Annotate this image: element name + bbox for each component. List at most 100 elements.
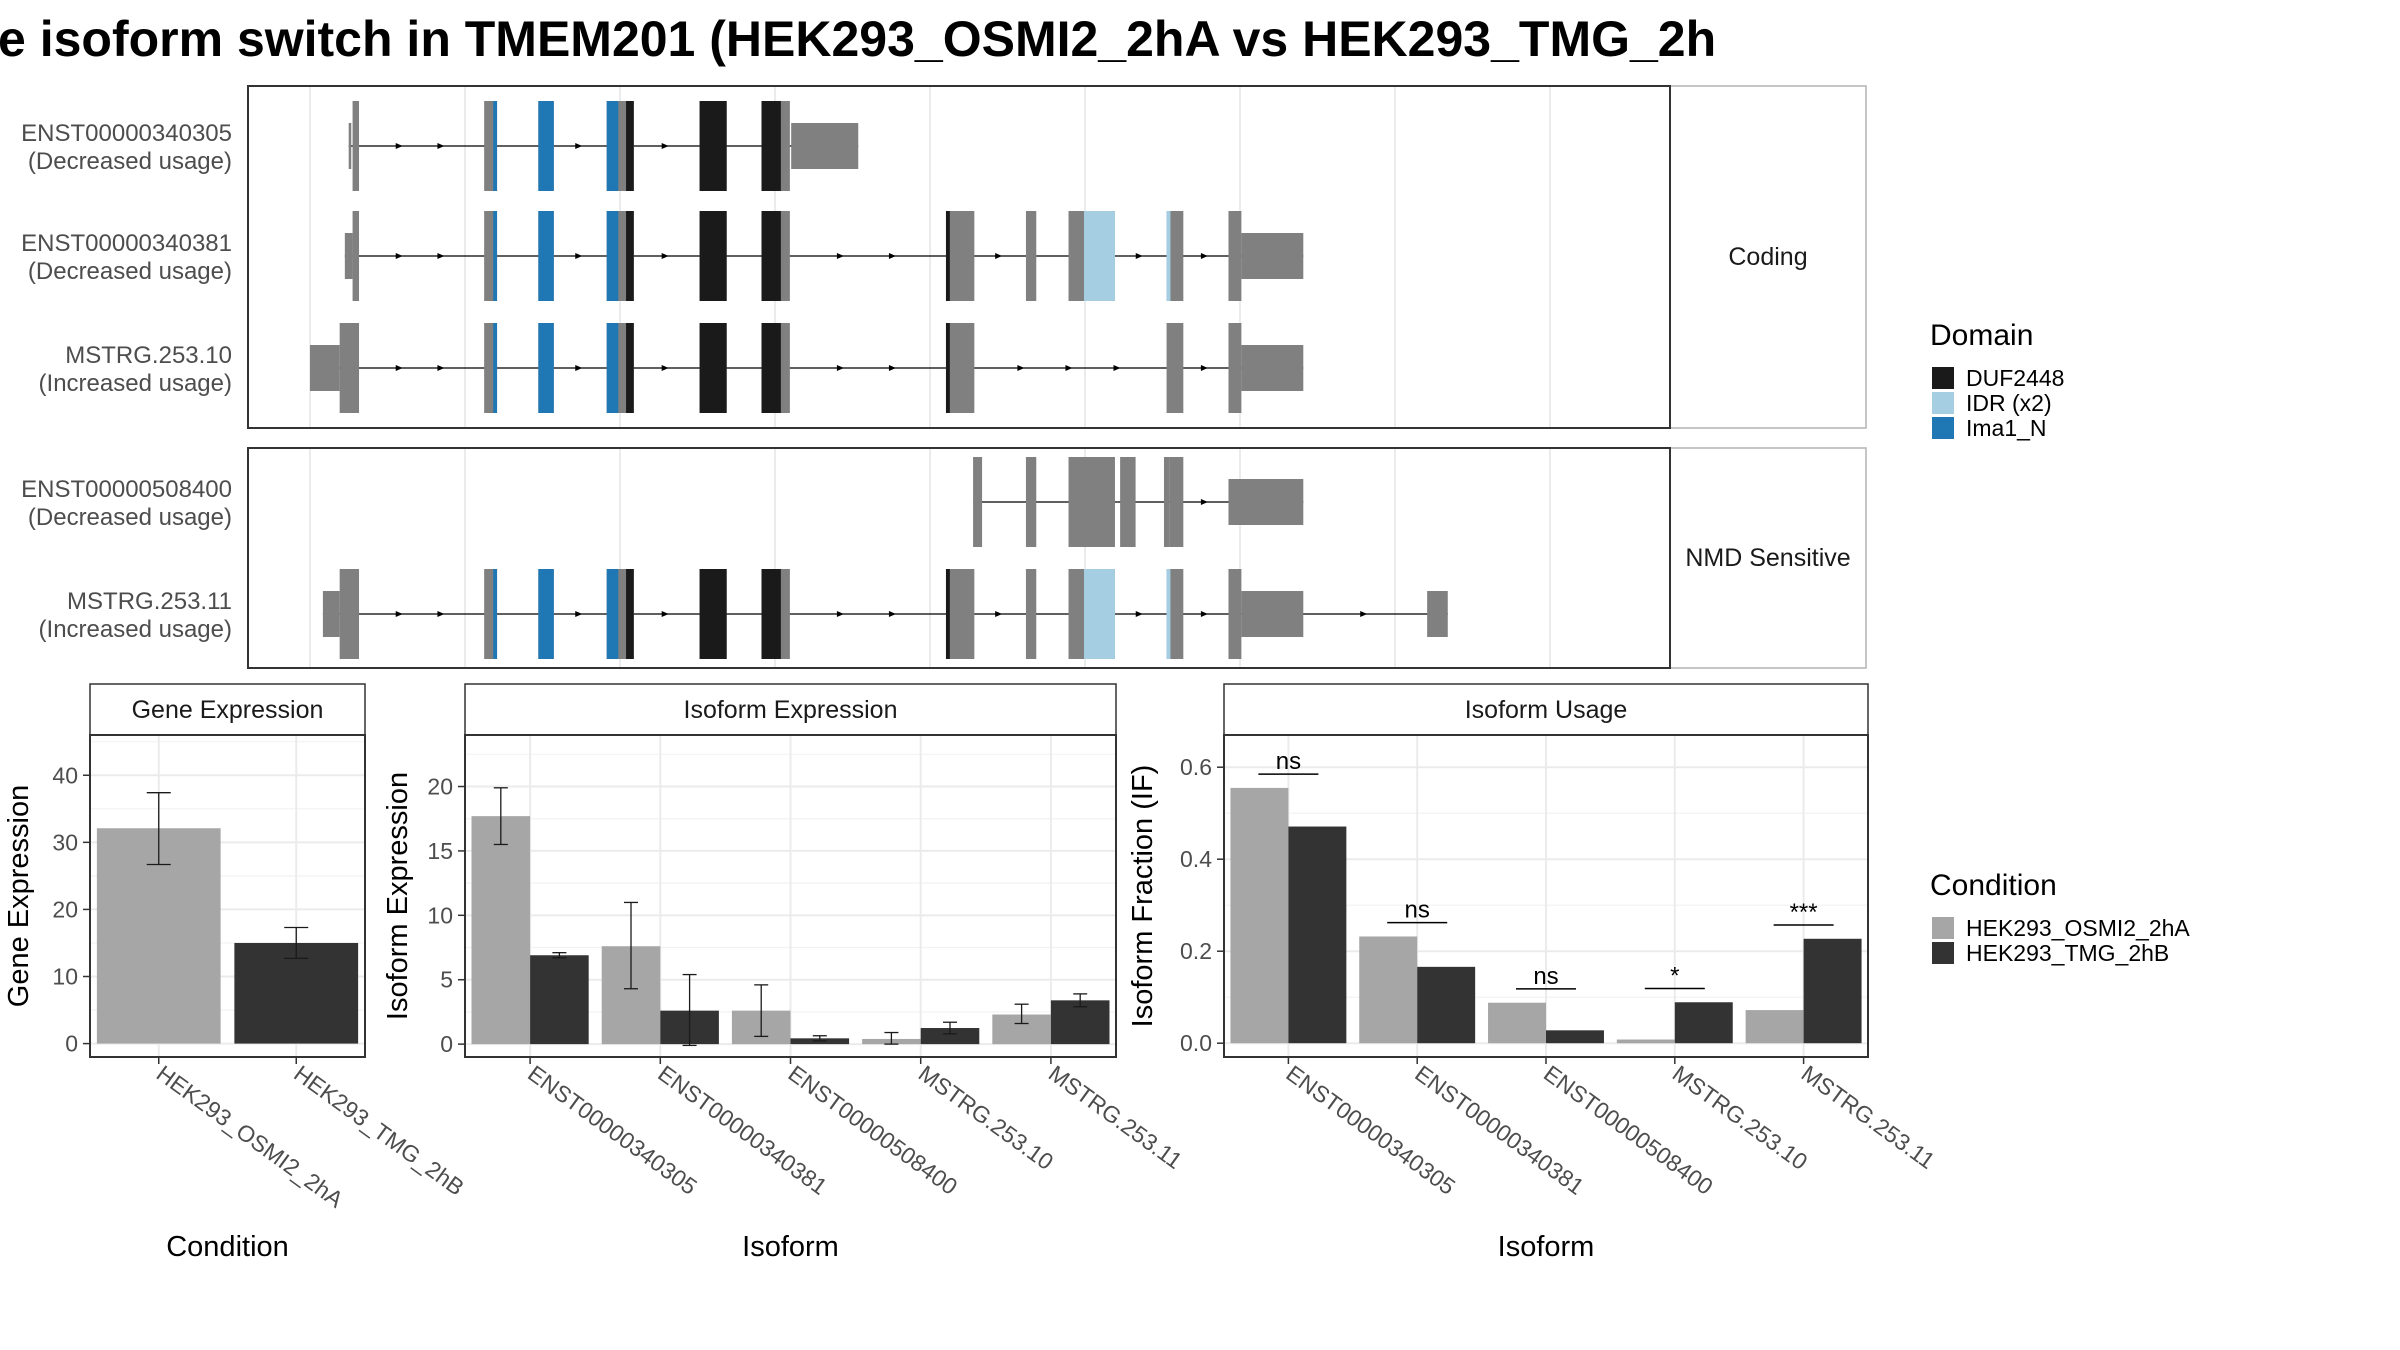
chart-panel-title: Gene Expression <box>132 696 324 724</box>
legend-key-osmi2 <box>1932 917 1954 939</box>
intron-arrow <box>575 611 583 617</box>
significance-label: ns <box>1405 897 1430 924</box>
domain-duf2448 <box>626 211 634 301</box>
intron-arrow <box>1200 611 1208 617</box>
intron-arrow <box>395 611 403 617</box>
domain-duf2448 <box>761 101 781 191</box>
bar <box>1288 826 1347 1044</box>
intron-arrow <box>437 365 445 371</box>
domain-ima1n <box>606 569 619 659</box>
intron-arrow <box>395 365 403 371</box>
condition-legend: Condition HEK293_OSMI2_2hA HEK293_TMG_2h… <box>1930 869 2190 966</box>
bar <box>1674 1002 1733 1044</box>
domain-ima1n <box>606 101 619 191</box>
coding-exon <box>352 101 360 191</box>
legend-label-tmg: HEK293_TMG_2hB <box>1966 940 2169 966</box>
y-tick-label: 30 <box>52 829 78 855</box>
intron-arrow <box>1113 365 1121 371</box>
structure-panel-border <box>247 447 1671 669</box>
intron-arrow <box>395 143 403 149</box>
bar <box>920 1028 980 1045</box>
y-tick-label: 0 <box>65 1031 78 1057</box>
structure-strip <box>1669 85 1867 429</box>
domain-duf2448 <box>761 211 781 301</box>
coding-exon <box>1025 457 1037 547</box>
coding-exon <box>945 323 975 413</box>
bar <box>1488 1002 1546 1044</box>
domain-duf2448 <box>761 323 781 413</box>
coding-exon <box>945 211 975 301</box>
isoform-label: ENST00000508400 <box>21 476 232 503</box>
isoform-usage-label: (Increased usage) <box>39 370 232 397</box>
bar <box>1230 787 1289 1044</box>
domain-duf2448 <box>761 569 781 659</box>
isoform-usage-label: (Increased usage) <box>39 616 232 643</box>
coding-exon <box>1169 457 1184 547</box>
domain-ima1n <box>538 211 554 301</box>
intron-arrow <box>1017 365 1025 371</box>
intron-arrow <box>575 365 583 371</box>
utr-exon <box>348 123 352 169</box>
domain-ima1n <box>606 323 619 413</box>
coding-exon <box>1068 457 1115 547</box>
intron-arrow <box>1200 253 1208 259</box>
intron-arrow <box>395 253 403 259</box>
isoform-usage-label: (Decreased usage) <box>28 504 232 531</box>
utr-exon <box>1241 591 1304 637</box>
y-tick-label: 15 <box>427 838 453 864</box>
bar <box>1803 938 1862 1044</box>
y-tick-label: 10 <box>427 902 453 928</box>
y-tick-label: 40 <box>52 762 78 788</box>
intron-arrow <box>575 143 583 149</box>
chart-strip <box>464 683 1117 736</box>
y-tick-label: 10 <box>52 964 78 990</box>
bar <box>1546 1030 1604 1044</box>
utr-exon <box>1241 233 1304 279</box>
coding-exon <box>1163 457 1170 547</box>
domain-idr <box>1084 211 1115 301</box>
intron-arrow <box>437 253 445 259</box>
bar <box>1417 966 1476 1044</box>
legend-key-tmg <box>1932 942 1954 964</box>
domain-duf2448 <box>945 323 950 413</box>
intron-arrow <box>836 253 844 259</box>
coding-exon <box>339 569 360 659</box>
intron-arrow <box>888 253 896 259</box>
legend-key-idr <box>1932 392 1954 414</box>
domain-idr <box>1084 569 1115 659</box>
legend-label-idr: IDR (x2) <box>1966 390 2052 416</box>
significance-label: * <box>1670 962 1679 989</box>
isoform-usage-label: (Decreased usage) <box>28 148 232 175</box>
utr-exon <box>1228 479 1304 525</box>
chart-strip <box>89 683 366 736</box>
intron-arrow <box>1360 611 1368 617</box>
x-tick-label: MSTRG.253.11 <box>1044 1060 1187 1174</box>
intron-arrow <box>995 611 1003 617</box>
x-tick-label: MSTRG.253.10 <box>914 1060 1059 1175</box>
intron-arrow <box>437 143 445 149</box>
intron-arrow <box>1135 611 1143 617</box>
intron-arrow <box>661 365 669 371</box>
domain-legend-title: Domain <box>1930 319 2033 352</box>
domain-duf2448 <box>699 323 727 413</box>
chart-panel-title: Isoform Expression <box>684 696 898 724</box>
utr-exon <box>791 123 859 169</box>
x-axis-label: Condition <box>166 1231 289 1263</box>
domain-legend: Domain DUF2448 IDR (x2) Ima1_N <box>1930 319 2064 441</box>
coding-exon <box>339 323 360 413</box>
chart-panel-border <box>89 734 366 1058</box>
bar <box>1050 1000 1110 1045</box>
coding-exon <box>973 457 983 547</box>
bar <box>234 942 359 1044</box>
y-axis-label: Gene Expression <box>3 785 35 1007</box>
coding-exon <box>1166 569 1184 659</box>
chart-strip <box>1223 683 1869 736</box>
x-axis-label: Isoform <box>1498 1231 1595 1263</box>
y-tick-label: 20 <box>52 896 78 922</box>
intron-arrow <box>995 253 1003 259</box>
utr-exon <box>344 233 353 279</box>
coding-exon <box>1120 457 1136 547</box>
isoform-label: MSTRG.253.10 <box>65 342 232 369</box>
x-axis-label: Isoform <box>742 1231 839 1263</box>
utr-exon <box>1427 591 1448 637</box>
